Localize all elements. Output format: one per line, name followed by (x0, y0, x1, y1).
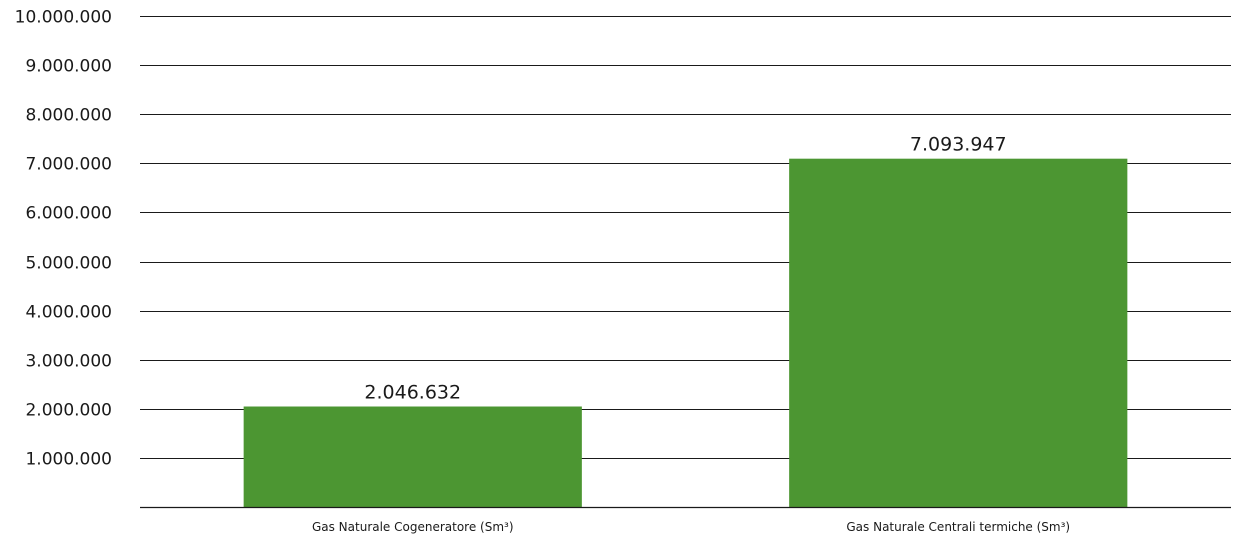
bar (243, 406, 582, 507)
y-tick-label: 7.000.000 (25, 155, 112, 175)
y-tick-label: 6.000.000 (25, 204, 112, 224)
y-tick-label: 1.000.000 (25, 450, 112, 470)
bar-value-label: 7.093.947 (910, 134, 1007, 156)
category-label: Gas Naturale Centrali termiche (Sm³) (846, 520, 1070, 534)
y-tick-label: 2.000.000 (25, 401, 112, 421)
bars (243, 158, 1128, 507)
y-axis-tick-labels: 1.000.000 2.000.000 3.000.000 4.000.000 5.00… (15, 8, 112, 470)
y-tick-label: 4.000.000 (25, 303, 112, 323)
y-tick-label: 10.000.000 (15, 8, 112, 28)
category-labels: Gas Naturale Cogeneratore (Sm³) Gas Natur… (312, 520, 1070, 534)
bar (789, 158, 1128, 507)
y-tick-label: 8.000.000 (25, 106, 112, 126)
y-tick-label: 9.000.000 (25, 57, 112, 77)
data-labels: 2.046.632 7.093.947 (364, 134, 1006, 404)
y-tick-label: 3.000.000 (25, 352, 112, 372)
y-tick-label: 5.000.000 (25, 254, 112, 274)
bar-value-label: 2.046.632 (364, 382, 461, 404)
category-label: Gas Naturale Cogeneratore (Sm³) (312, 520, 514, 534)
